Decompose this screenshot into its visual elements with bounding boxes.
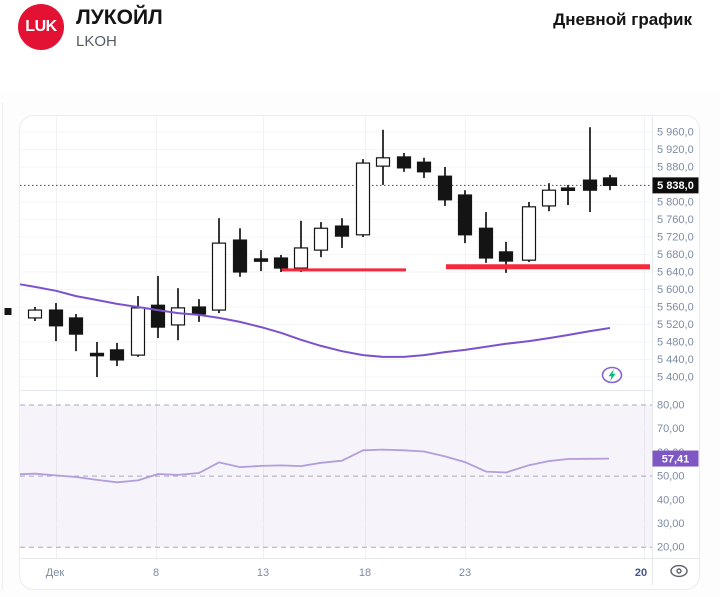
price-tick-label: 5 520,0 [657,319,694,331]
candle-body[interactable] [457,194,473,236]
candle-body[interactable] [541,189,557,207]
rsi-tick-label: 20,00 [657,542,685,554]
candle-body[interactable] [602,177,618,186]
time-tick-label: 8 [153,567,159,579]
candle-body[interactable] [313,227,329,251]
price-tick-label: 5 640,0 [657,267,694,279]
rsi-badge [652,450,699,467]
candle-body[interactable] [498,251,514,262]
rsi-badge-label: 57,41 [662,453,690,465]
candle-body[interactable] [521,206,537,261]
price-tick-label: 5 440,0 [657,354,694,366]
rsi-line[interactable] [19,448,610,484]
candle-body[interactable] [478,227,494,259]
candle-body[interactable] [334,225,350,237]
chart-svg[interactable]: 5 960,0 5 920,0 5 880,0 5 800,0 5 760,0 5 720… [0,90,720,597]
time-tick-label: Дек [46,567,65,579]
time-tick-label: 18 [359,567,371,579]
candle-body[interactable] [582,179,598,191]
candle-body[interactable] [68,317,84,335]
candle-body[interactable] [437,175,453,201]
ma-line[interactable] [19,283,611,358]
rsi-tick-label: 70,00 [657,423,685,435]
price-tick-label: 5 560,0 [657,302,694,314]
eye-icon[interactable] [670,564,688,578]
candle-body[interactable] [232,239,248,273]
chart-period-label: Дневной график [553,10,692,29]
lukoil-logo: LUK [18,4,64,50]
candle-body[interactable] [109,349,125,361]
price-tick-label: 5 880,0 [657,162,694,174]
last-price-badge-label: 5 838,0 [657,180,694,192]
clipped-candle [4,308,12,315]
candle-body[interactable] [560,187,576,192]
price-tick-label: 5 400,0 [657,372,694,384]
candle-body[interactable] [253,258,269,262]
time-tick-label: 23 [459,567,471,579]
flash-icon-bolt [608,369,616,381]
candle-body[interactable] [293,247,309,269]
candle-body[interactable] [27,309,43,319]
header: LUK ЛУКОЙЛ LKOH Дневной график [0,0,720,90]
logo-monogram: LUK [25,18,57,35]
price-tick-label: 5 480,0 [657,337,694,349]
price-tick-label: 5 760,0 [657,214,694,226]
candle-body[interactable] [89,352,105,357]
instrument-title: ЛУКОЙЛ [76,6,163,29]
instrument-ticker: LKOH [76,33,117,50]
time-tick-label: 13 [257,567,269,579]
rsi-tick-label: 50,00 [657,471,685,483]
candle-body[interactable] [170,307,186,326]
price-tick-label: 5 720,0 [657,232,694,244]
candle-body[interactable] [191,306,207,315]
candle-body[interactable] [273,257,289,269]
candle-body[interactable] [416,161,432,173]
rsi-tick-label: 80,00 [657,400,685,412]
price-tick-label: 5 920,0 [657,144,694,156]
last-price-badge [652,177,699,194]
price-tick-label: 5 600,0 [657,284,694,296]
candle-body[interactable] [375,157,391,167]
time-tick-label: 20 [635,567,647,579]
eye-icon-pupil [676,568,682,574]
candle-body[interactable] [211,242,227,311]
price-tick-label: 5 680,0 [657,249,694,261]
price-tick-label: 5 960,0 [657,127,694,139]
candle-body[interactable] [355,162,371,236]
candle-body[interactable] [48,309,64,327]
candle-body[interactable] [396,156,412,169]
price-tick-label: 5 800,0 [657,197,694,209]
candle-body[interactable] [130,307,146,356]
rsi-tick-label: 30,00 [657,518,685,530]
rsi-tick-label: 40,00 [657,494,685,506]
